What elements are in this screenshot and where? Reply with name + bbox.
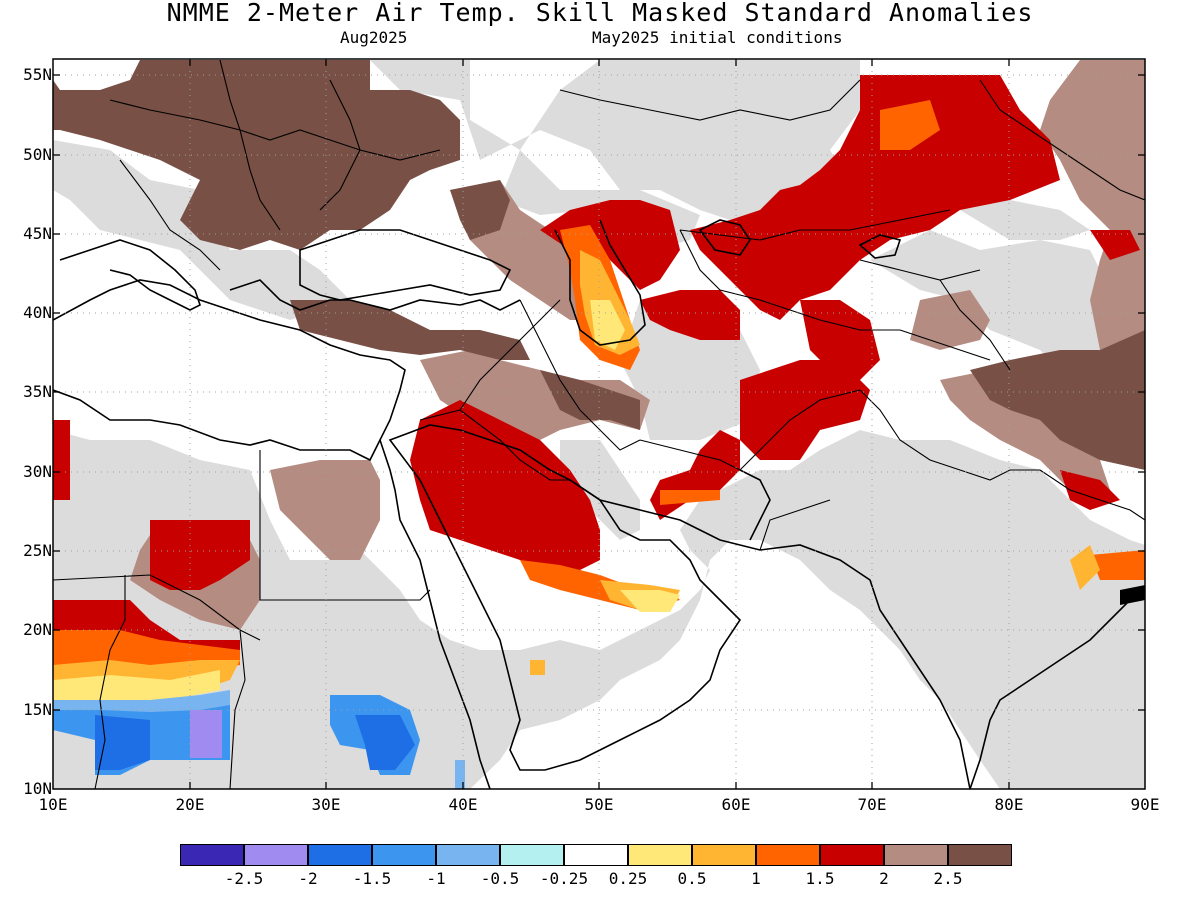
lat-label-55n: 55N <box>23 65 52 84</box>
map-title: NMME 2-Meter Air Temp. Skill Masked Stan… <box>166 0 1034 27</box>
lat-label-20n: 20N <box>23 620 52 639</box>
lat-label-50n: 50N <box>23 145 52 164</box>
anomaly-minus-2-to-minus-2p5-areas <box>190 710 222 758</box>
lon-label-40e: 40E <box>448 795 478 814</box>
lon-label-60e: 60E <box>721 795 751 814</box>
legend-swatch-below-minus-2p5 <box>180 844 244 866</box>
legend-swatch-above-2p5 <box>948 844 1012 866</box>
legend-swatch-1-to-1p5 <box>756 844 820 866</box>
lat-label-35n: 35N <box>23 382 52 401</box>
legend-label: 0.5 <box>677 869 707 888</box>
coastal-detail-marks <box>1120 585 1145 605</box>
legend-swatch-2-to-2p5 <box>884 844 948 866</box>
axis-ticks <box>53 59 1145 789</box>
anomaly-fields <box>53 60 1145 789</box>
country-borders <box>53 59 1145 789</box>
legend-label: 0.25 <box>608 869 648 888</box>
lon-label-80e: 80E <box>994 795 1024 814</box>
initial-conditions: May2025 initial conditions <box>592 28 843 47</box>
lat-label-25n: 25N <box>23 541 52 560</box>
lat-label-45n: 45N <box>23 224 52 243</box>
legend-label: -1.5 <box>352 869 392 888</box>
coastlines <box>53 219 1145 789</box>
anomaly-minus-1p5-to-minus-2-areas <box>95 715 415 770</box>
target-month: Aug2025 <box>340 28 408 47</box>
legend-swatch-minus-1p5-to-minus-1 <box>372 844 436 866</box>
lon-label-20e: 20E <box>175 795 205 814</box>
legend-swatch-minus-0p5-to-minus-0p25 <box>500 844 564 866</box>
lon-label-30e: 30E <box>311 795 341 814</box>
lat-label-10n: 10N <box>23 779 52 798</box>
anomaly-0p25-to-0p5-areas <box>53 300 680 700</box>
legend-label: -1 <box>426 869 446 888</box>
legend-swatch-minus-2p5-to-minus-2 <box>244 844 308 866</box>
lon-label-50e: 50E <box>584 795 614 814</box>
legend-label: -0.5 <box>480 869 520 888</box>
legend-label: 1 <box>751 869 761 888</box>
legend-label: -2.5 <box>224 869 264 888</box>
anomaly-above-2p5-areas <box>53 60 1145 470</box>
lat-label-30n: 30N <box>23 462 52 481</box>
lon-label-70e: 70E <box>857 795 887 814</box>
lon-label-90e: 90E <box>1130 795 1160 814</box>
legend-label: 1.5 <box>805 869 835 888</box>
legend-swatch-minus-1-to-minus-0p5 <box>436 844 500 866</box>
grid-lines <box>53 59 1145 789</box>
no-skill-areas <box>53 60 1145 789</box>
legend-swatch-1p5-to-2 <box>820 844 884 866</box>
legend-label: -2 <box>298 869 318 888</box>
lat-label-40n: 40N <box>23 303 52 322</box>
legend-label: -0.25 <box>539 869 589 888</box>
legend-label: 2.5 <box>933 869 963 888</box>
legend-swatch-neutral <box>564 844 628 866</box>
legend-swatch-0p5-to-1 <box>692 844 756 866</box>
lat-label-15n: 15N <box>23 700 52 719</box>
legend-swatch-0p25-to-0p5 <box>628 844 692 866</box>
legend-swatch-minus-2-to-minus-1p5 <box>308 844 372 866</box>
legend-label: 2 <box>879 869 889 888</box>
lon-label-10e: 10E <box>38 795 68 814</box>
